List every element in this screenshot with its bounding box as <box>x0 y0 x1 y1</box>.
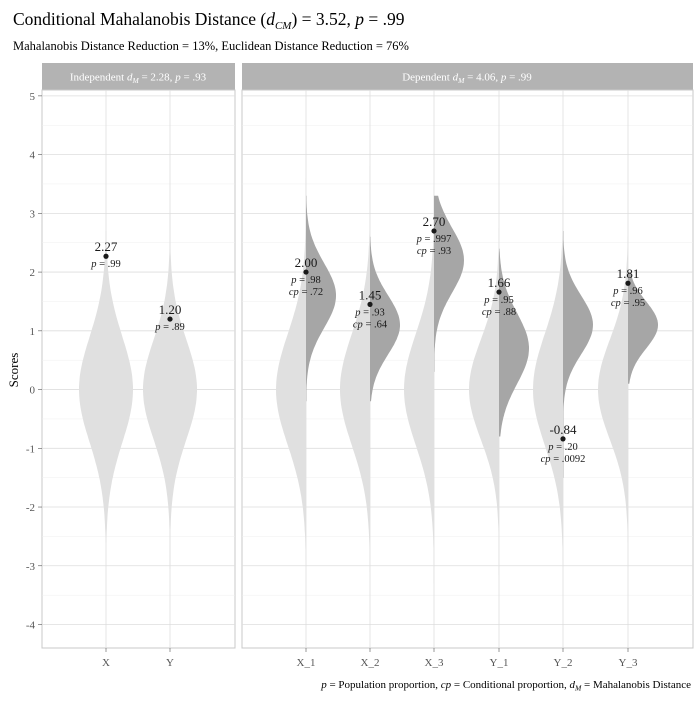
score-label-x-3: 2.70 <box>423 214 446 229</box>
panel-independent: Independent dM = 2.28, p = .93 2.27 p = .… <box>41 63 236 649</box>
chart-title: Conditional Mahalanobis Distance (dCM) =… <box>13 9 405 32</box>
score-point-x-3 <box>431 228 437 234</box>
y-tick-label: 4 <box>30 150 36 162</box>
strip-independent-label: Independent dM = 2.28, p = .93 <box>70 72 207 86</box>
violin-y-3-population <box>598 236 628 543</box>
violin-x-2-population <box>340 166 370 572</box>
p-label-y-3: p = .96 <box>612 286 643 297</box>
cp-label-x-1: cp = .72 <box>289 287 323 298</box>
cp-label-y-2: cp = .0092 <box>541 454 586 465</box>
x-tick-label-x-2: X_2 <box>361 657 380 669</box>
x-tick-label-y: Y <box>166 657 174 669</box>
score-point-y-2 <box>560 436 566 442</box>
score-label-x: 2.27 <box>95 239 118 254</box>
y-tick-label: -2 <box>26 502 35 514</box>
score-point-x-2 <box>367 301 373 307</box>
score-point-y-3 <box>625 280 631 286</box>
p-label-y-1: p = .95 <box>483 295 514 306</box>
p-label-x-1: p = .98 <box>290 275 321 286</box>
y-tick-label: 5 <box>30 91 36 103</box>
y-tick-label: 3 <box>30 208 36 220</box>
cp-label-x-3: cp = .93 <box>417 246 451 257</box>
violin-x-left <box>79 231 106 543</box>
violin-y-2-conditional <box>563 231 593 478</box>
violin-x-3-conditional <box>434 195 464 372</box>
score-label-x-2: 1.45 <box>359 287 382 302</box>
p-label-y-2: p = .20 <box>547 442 578 453</box>
score-point-y <box>167 316 173 322</box>
violin-x-1-conditional <box>306 195 336 402</box>
footnote: p = Population proportion, cp = Conditio… <box>320 679 691 693</box>
violin-x-1-population <box>276 178 306 560</box>
strip-dependent <box>242 63 693 90</box>
score-label-y: 1.20 <box>159 302 182 317</box>
y-axis-label: Scores <box>6 353 21 388</box>
p-label-y: p = .89 <box>154 322 185 333</box>
score-label-y-1: 1.66 <box>488 275 511 290</box>
violin-y-left <box>143 213 170 569</box>
y-tick-label: 0 <box>30 385 36 397</box>
panel-independent-area <box>41 89 236 649</box>
x-tick-label-x: X <box>102 657 110 669</box>
p-label-x: p = .99 <box>90 259 121 270</box>
score-point-x-1 <box>303 269 309 275</box>
x-tick-label-y-1: Y_1 <box>490 657 509 669</box>
violin-y-1-population <box>469 228 499 575</box>
x-tick-label-y-3: Y_3 <box>619 657 638 669</box>
y-tick-label: -3 <box>26 561 36 573</box>
x-tick-label-x-1: X_1 <box>297 657 316 669</box>
strip-independent <box>42 63 235 90</box>
score-label-y-2: -0.84 <box>549 422 577 437</box>
p-label-x-3: p = .997 <box>416 234 452 245</box>
violin-y-3-conditional <box>628 272 658 384</box>
score-point-x <box>103 253 109 259</box>
violin-y-right <box>170 213 197 569</box>
strip-dependent-label: Dependent dM = 4.06, p = .99 <box>402 72 532 86</box>
chart-subtitle: Mahalanobis Distance Reduction = 13%, Eu… <box>13 39 409 53</box>
cp-label-x-2: cp = .64 <box>353 319 388 330</box>
score-label-y-3: 1.81 <box>617 266 640 281</box>
p-label-x-2: p = .93 <box>354 307 385 318</box>
violin-y-1-conditional <box>499 248 529 437</box>
cp-label-y-1: cp = .88 <box>482 307 516 318</box>
violin-y-2-population <box>533 195 563 560</box>
y-tick-label: -1 <box>26 443 35 455</box>
score-label-x-1: 2.00 <box>295 255 318 270</box>
y-tick-label: 2 <box>30 267 36 279</box>
x-tick-label-x-3: X_3 <box>425 657 444 669</box>
cp-label-y-3: cp = .95 <box>611 298 645 309</box>
y-tick-label: 1 <box>30 326 36 338</box>
x-axis: X Y X_1 X_2 X_3 Y_1 Y_2 Y_3 <box>102 648 638 669</box>
panel-dependent: Dependent dM = 4.06, p = .99 2.00 p = .98… <box>241 63 694 649</box>
violin-x-3-population <box>404 186 434 584</box>
x-tick-label-y-2: Y_2 <box>554 657 573 669</box>
y-tick-label: -4 <box>26 620 36 632</box>
violin-x-right <box>106 231 133 543</box>
violin-x-2-conditional <box>370 236 400 402</box>
score-point-y-1 <box>496 289 502 295</box>
y-axis: 5 4 3 2 1 0 -1 -2 -3 -4 <box>26 91 42 632</box>
